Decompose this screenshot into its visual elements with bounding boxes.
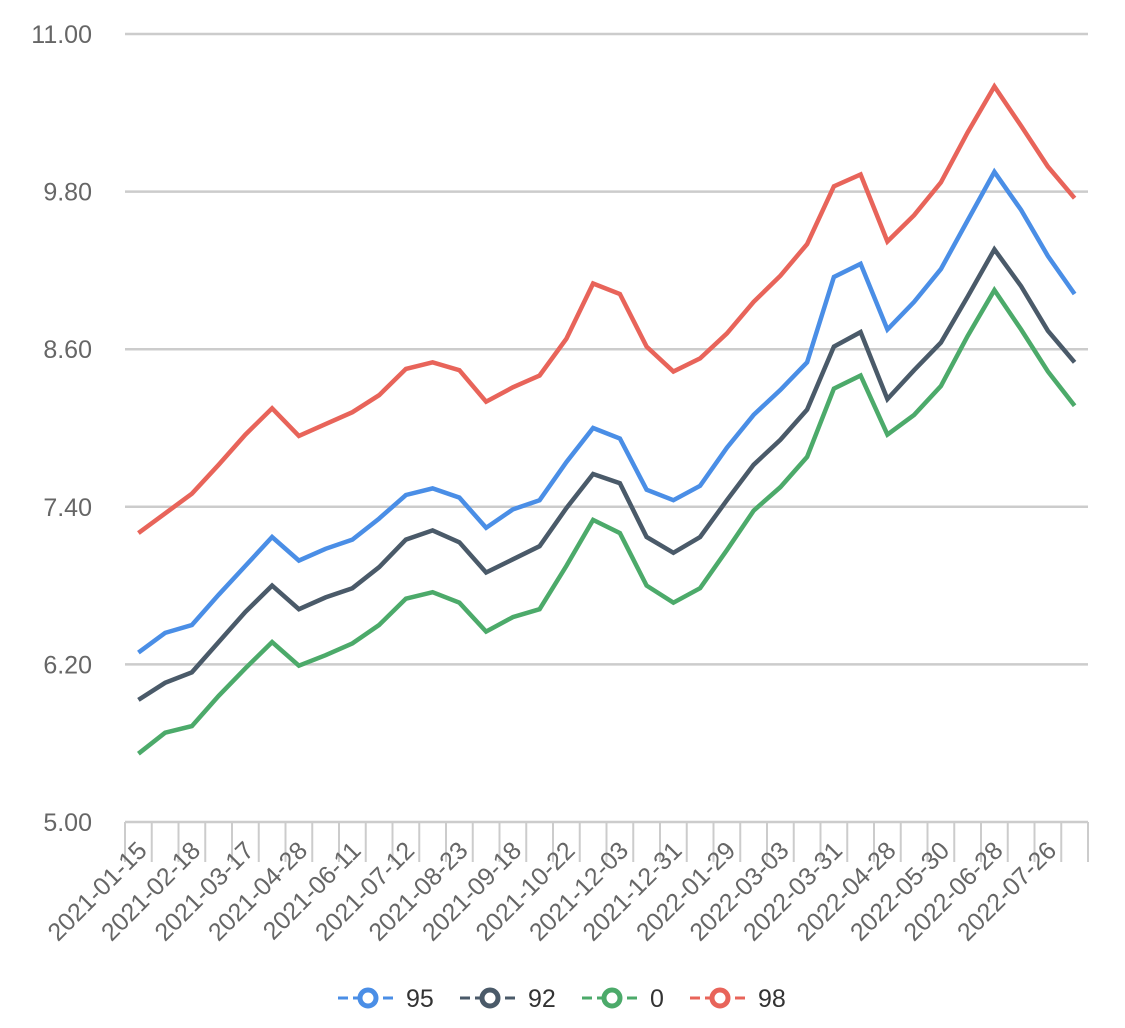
y-tick-label: 8.60: [43, 336, 92, 364]
grid-lines: [125, 32, 1088, 666]
y-tick-label: 6.20: [43, 651, 92, 679]
legend-marker: [479, 987, 501, 1009]
series-line-92: [137, 245, 1077, 702]
legend-label: 98: [758, 985, 786, 1013]
legend-item-98[interactable]: 98: [690, 985, 786, 1013]
series-line-95: [137, 167, 1077, 655]
x-axis: 2021-01-152021-02-182021-03-172021-04-28…: [42, 820, 1089, 947]
y-tick-label: 5.00: [43, 809, 92, 837]
legend-label: 0: [650, 985, 664, 1013]
y-tick-label: 11.00: [31, 21, 92, 49]
legend-label: 95: [406, 985, 434, 1013]
legend-marker: [357, 987, 379, 1009]
y-tick-label: 7.40: [43, 494, 92, 522]
y-axis-tick-labels: 5.00 6.20 7.40 8.60 9.80 11.00: [31, 21, 92, 837]
series-lines: [137, 82, 1077, 756]
legend-marker: [601, 987, 623, 1009]
legend-item-95[interactable]: 95: [338, 985, 434, 1013]
series-line-98: [137, 82, 1077, 535]
legend: 95 92 0 98: [338, 985, 786, 1013]
legend-item-0[interactable]: 0: [582, 985, 664, 1013]
legend-item-92[interactable]: 92: [460, 985, 556, 1013]
legend-label: 92: [528, 985, 556, 1013]
y-tick-label: 9.80: [43, 179, 92, 207]
series-line-0: [137, 285, 1077, 756]
legend-marker: [709, 987, 731, 1009]
